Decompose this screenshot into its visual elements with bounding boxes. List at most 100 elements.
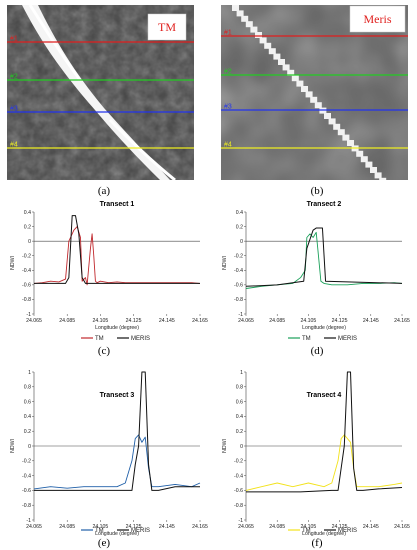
river-pixel xyxy=(291,75,299,82)
image-panel-meris: #1 #2 #3 #4 Meris (b) xyxy=(221,5,408,197)
x-tick-label: 24.165 xyxy=(192,524,208,530)
y-tick-label: 0 xyxy=(28,239,31,245)
panel-caption: (f) xyxy=(312,537,323,549)
chart-transect-1: -1 -0.8 -0.6 -0.4 -0.2 0 0.2 0.4 24.065 24.085 24.… xyxy=(10,201,208,357)
river-pixel xyxy=(296,80,304,87)
panel-caption: (c) xyxy=(98,345,111,357)
chart-transect-4: -1 -0.8 -0.6 -0.4 -0.2 0 0.2 0.4 0.6 0.8 1 24.065 24… xyxy=(222,370,410,549)
river-pixel xyxy=(370,167,377,173)
transect-label: #1 xyxy=(10,36,18,43)
x-tick-label: 24.145 xyxy=(159,524,175,530)
river-pixel xyxy=(360,156,368,163)
river-pixel xyxy=(324,113,331,119)
y-axis-label: NDWI xyxy=(222,256,228,270)
river-pixel xyxy=(333,123,341,130)
y-tick-label: -0.4 xyxy=(234,268,243,274)
y-tick-label: -0.8 xyxy=(22,503,31,509)
x-tick-label: 24.085 xyxy=(269,318,285,324)
image-panel-tm: #1 #2 #3 #4 TM (a) xyxy=(7,13,194,197)
legend-label: MERIS xyxy=(131,336,150,342)
river-pixel xyxy=(264,42,272,49)
series-line-meris xyxy=(245,227,403,287)
image-badge-text: Meris xyxy=(364,12,392,26)
series-line-tm xyxy=(245,434,403,491)
y-tick-label: 0.8 xyxy=(236,385,243,391)
y-tick-label: -0.6 xyxy=(22,488,31,494)
y-tick-label: 0.4 xyxy=(24,414,31,420)
x-tick-label: 24.065 xyxy=(238,318,254,324)
chart-transect-2: -1 -0.8 -0.6 -0.4 -0.2 0 0.2 0.4 24.065 24.085 24.… xyxy=(222,201,410,357)
transect-label: #1 xyxy=(224,30,232,37)
y-tick-label: -1 xyxy=(26,518,31,524)
panel-caption: (a) xyxy=(98,185,111,197)
river-pixel xyxy=(259,37,267,44)
river-pixel xyxy=(365,161,373,168)
panel-caption: (d) xyxy=(311,345,324,357)
river-pixel xyxy=(337,129,345,136)
image-badge-text: TM xyxy=(158,20,176,34)
river-pixels xyxy=(232,5,387,180)
x-tick-label: 24.085 xyxy=(59,524,75,530)
x-axis-label: Longitude (degree) xyxy=(302,325,346,331)
x-tick-label: 24.065 xyxy=(238,524,254,530)
river-pixel xyxy=(278,59,285,65)
x-tick-label: 24.125 xyxy=(332,318,348,324)
x-tick-label: 24.165 xyxy=(394,524,410,530)
x-tick-label: 24.145 xyxy=(363,318,379,324)
legend-label: MERIS xyxy=(338,336,357,342)
y-tick-label: -0.8 xyxy=(234,503,243,509)
chart-title: Transect 4 xyxy=(307,392,342,399)
river-pixel xyxy=(273,53,281,60)
y-tick-label: -0.6 xyxy=(22,283,31,289)
legend-label: MERIS xyxy=(131,528,150,534)
x-axis-label: Longitude (degree) xyxy=(95,325,139,331)
y-tick-label: 0.4 xyxy=(236,414,243,420)
x-axis-label: Longitude (degree) xyxy=(95,531,139,537)
y-tick-label: -0.8 xyxy=(22,297,31,303)
river-pixel xyxy=(379,177,387,180)
x-tick-label: 24.085 xyxy=(269,524,285,530)
legend-label: TM xyxy=(95,528,104,534)
chart-title: Transect 3 xyxy=(100,392,135,399)
y-tick-label: 0 xyxy=(28,444,31,450)
y-tick-label: -0.2 xyxy=(234,459,243,465)
x-tick-label: 24.105 xyxy=(92,524,108,530)
x-tick-label: 24.105 xyxy=(92,318,108,324)
x-tick-label: 24.145 xyxy=(159,318,175,324)
river-pixel xyxy=(245,21,253,28)
series-line-meris xyxy=(246,371,403,493)
panel-caption: (e) xyxy=(98,537,111,549)
river-pixel xyxy=(232,5,239,11)
x-tick-label: 24.125 xyxy=(126,318,142,324)
x-tick-label: 24.105 xyxy=(300,524,316,530)
x-tick-label: 24.085 xyxy=(59,318,75,324)
river-pixel xyxy=(310,96,318,103)
transect-label: #2 xyxy=(10,74,18,81)
x-tick-label: 24.065 xyxy=(26,524,42,530)
transect-label: #4 xyxy=(224,142,232,149)
y-tick-label: 1 xyxy=(240,370,243,376)
y-tick-label: -0.8 xyxy=(234,297,243,303)
y-tick-label: -1 xyxy=(238,518,243,524)
chart-transect-3: -1 -0.8 -0.6 -0.4 -0.2 0 0.2 0.4 0.6 0.8 1 24.065 24… xyxy=(10,370,208,549)
chart-title: Transect 2 xyxy=(307,201,342,208)
image-badge xyxy=(349,5,406,33)
transect-label: #3 xyxy=(10,106,18,113)
river-pixel xyxy=(236,10,244,17)
river-pixel xyxy=(268,48,276,55)
legend-label: TM xyxy=(95,336,104,342)
y-tick-label: 0 xyxy=(240,444,243,450)
river-pixel xyxy=(287,69,295,76)
river-pixel xyxy=(374,172,382,179)
panel-caption: (b) xyxy=(311,185,324,197)
y-tick-label: 0.2 xyxy=(24,429,31,435)
legend-label: MERIS xyxy=(338,528,357,534)
y-tick-label: -0.4 xyxy=(22,473,31,479)
x-tick-label: 24.105 xyxy=(300,318,316,324)
river-pixel xyxy=(250,26,258,33)
y-tick-label: -0.2 xyxy=(22,459,31,465)
y-tick-label: 0.4 xyxy=(236,210,243,216)
transect-label: #3 xyxy=(224,104,232,111)
y-tick-label: -1 xyxy=(26,312,31,318)
